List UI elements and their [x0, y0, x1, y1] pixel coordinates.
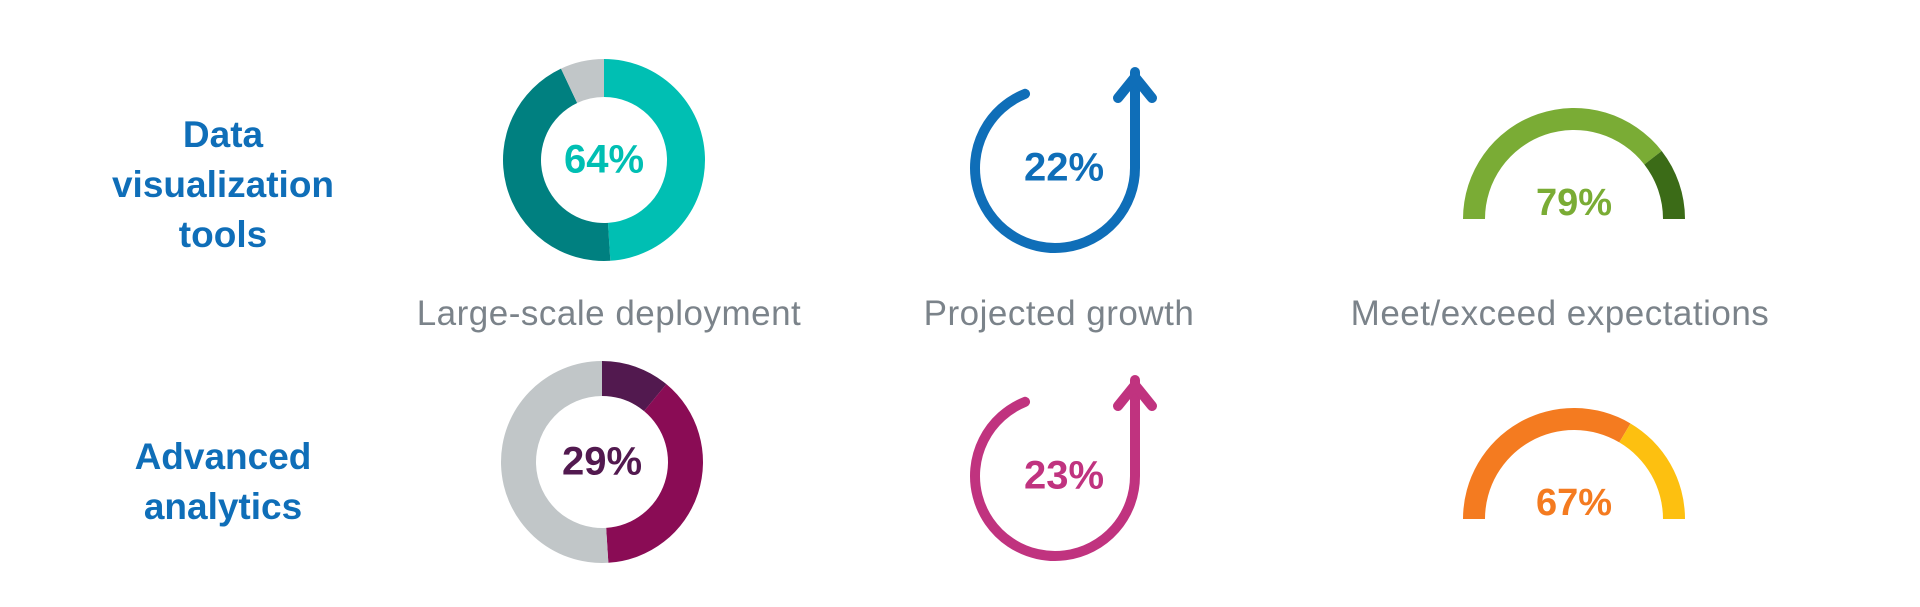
gauge-segment: [1463, 108, 1662, 219]
growth-value-label: 23%: [1024, 454, 1104, 498]
gauge-value-label: 67%: [1536, 482, 1612, 524]
donut-value-label: 29%: [562, 440, 642, 484]
growth-arrow-shaft: [970, 375, 1140, 561]
donut-segment: [501, 361, 609, 563]
row-label-line: Advanced: [134, 436, 312, 477]
gauge-segment: [1619, 423, 1685, 519]
row-label-line: Data: [182, 114, 264, 155]
gauge-segment: [1644, 150, 1685, 219]
growth-arrow-shaft: [970, 67, 1140, 253]
row-label-data-visualization-tools: Data visualization tools: [98, 110, 348, 260]
gauge-value-label: 79%: [1536, 182, 1612, 224]
column-caption-meet-exceed-expectations: Meet/exceed expectations: [1350, 294, 1770, 333]
row-label-line: visualization: [111, 164, 335, 205]
donut-segment: [606, 384, 703, 563]
donut-segment: [560, 59, 604, 103]
donut-segment: [602, 360, 667, 412]
column-caption-projected-growth: Projected growth: [923, 294, 1195, 333]
gauge-segment: [1463, 408, 1631, 519]
growth-value-label: 22%: [1024, 146, 1104, 190]
growth-arrow-head: [1113, 72, 1157, 103]
donut-segment: [503, 68, 611, 262]
row-label-line: tools: [178, 214, 268, 255]
donut-value-label: 64%: [564, 138, 644, 182]
row-label-advanced-analytics: Advanced analytics: [98, 432, 348, 532]
donut-segment: [604, 59, 705, 261]
column-caption-large-scale-deployment: Large-scale deployment: [416, 294, 802, 333]
growth-arrow-head: [1113, 380, 1157, 411]
row-label-line: analytics: [143, 486, 303, 527]
